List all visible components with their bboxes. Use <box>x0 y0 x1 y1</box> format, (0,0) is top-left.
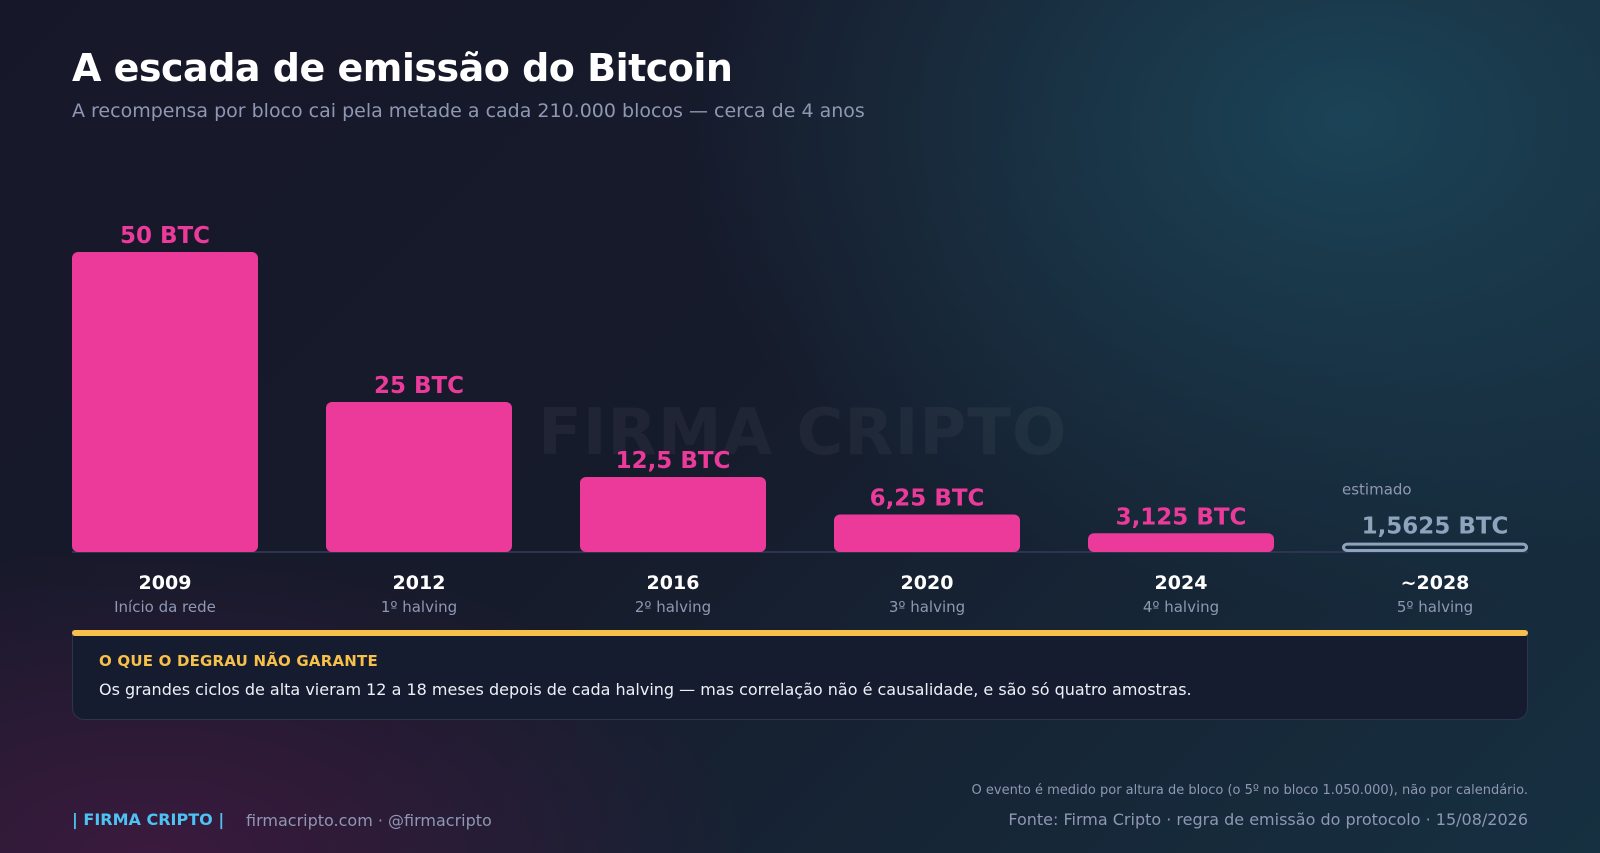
category-label: 2016 <box>647 572 700 594</box>
category-sublabel: 5º halving <box>1397 598 1473 616</box>
category-label: 2012 <box>393 572 446 594</box>
value-label: 6,25 BTC <box>870 486 985 512</box>
note-box: O QUE O DEGRAU NÃO GARANTE Os grandes ci… <box>72 630 1528 720</box>
category-label: 2020 <box>901 572 954 594</box>
note-accent-bar <box>72 630 1528 636</box>
category-label: ~2028 <box>1401 572 1470 594</box>
category-sublabel: 1º halving <box>381 598 457 616</box>
estimated-label: estimado <box>1342 481 1412 499</box>
value-label: 1,5625 BTC <box>1362 514 1509 540</box>
value-label: 3,125 BTC <box>1116 504 1247 530</box>
chart-subtitle: A recompensa por bloco cai pela metade a… <box>72 100 865 122</box>
bar <box>580 477 766 552</box>
footnote: O evento é medido por altura de bloco (o… <box>971 783 1528 798</box>
brand-logo: | FIRMA CRIPTO | <box>72 810 225 829</box>
category-label: 2024 <box>1155 572 1208 594</box>
bar-chart: 50 BTC 2009 Início da rede 25 BTC 2012 1º hal… <box>72 223 1528 616</box>
category-sublabel: 3º halving <box>889 598 965 616</box>
source-line: Fonte: Firma Cripto · regra de emissão d… <box>1008 810 1528 829</box>
note-text: Os grandes ciclos de alta vieram 12 a 18… <box>99 680 1192 699</box>
bar <box>326 402 512 552</box>
bar <box>834 514 1020 552</box>
note-title: O QUE O DEGRAU NÃO GARANTE <box>99 652 378 670</box>
bar <box>72 252 258 552</box>
bar <box>1088 533 1274 552</box>
category-label: 2009 <box>139 572 192 594</box>
value-label: 12,5 BTC <box>616 448 731 474</box>
category-sublabel: Início da rede <box>114 598 216 616</box>
chart-title: A escada de emissão do Bitcoin <box>72 46 733 90</box>
category-sublabel: 4º halving <box>1143 598 1219 616</box>
category-sublabel: 2º halving <box>635 598 711 616</box>
bar-estimated <box>1342 542 1528 552</box>
footer-links: firmacripto.com · @firmacripto <box>246 811 492 830</box>
value-label: 25 BTC <box>374 373 464 399</box>
value-label: 50 BTC <box>120 223 210 249</box>
watermark: FIRMA CRIPTO <box>538 396 1067 470</box>
